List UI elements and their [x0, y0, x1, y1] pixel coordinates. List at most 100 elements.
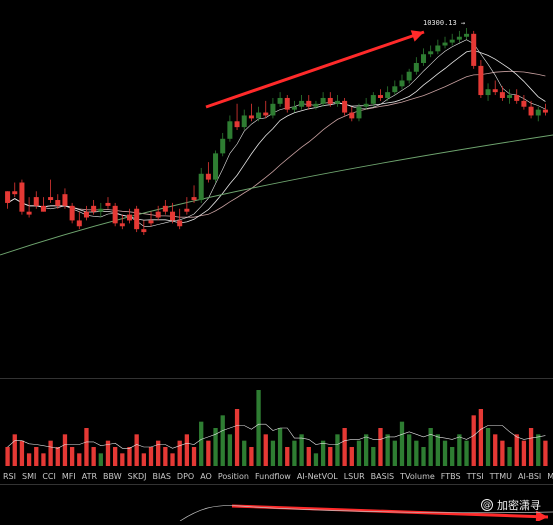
candle-body: [170, 211, 176, 221]
pane-divider-top: [0, 378, 553, 379]
volume-bar: [148, 447, 154, 466]
candle-body: [284, 97, 290, 110]
volume-bar: [471, 415, 476, 466]
ma-line-mid: [7, 49, 546, 224]
volume-ma-line: [7, 423, 546, 449]
tab-dpo[interactable]: DPO: [176, 472, 195, 481]
candle-body: [98, 208, 104, 212]
volume-bar: [55, 447, 60, 466]
tab-lsur[interactable]: LSUR: [343, 472, 365, 481]
candle-body: [126, 214, 133, 221]
tab-basis[interactable]: BASIS: [370, 472, 395, 481]
candle-body: [91, 205, 97, 212]
volume-bar: [457, 434, 462, 466]
volume-bar: [127, 447, 132, 466]
candle-body: [248, 115, 254, 119]
candle-body: [435, 45, 441, 52]
volume-bar: [184, 434, 190, 466]
ma-line-slow: [7, 70, 546, 218]
tab-mlr[interactable]: MLR: [547, 472, 553, 481]
volume-bar: [414, 440, 419, 466]
candle-body: [392, 86, 398, 93]
tab-smi[interactable]: SMI: [22, 472, 37, 481]
volume-bar: [528, 428, 534, 466]
tab-ttsi[interactable]: TTSI: [466, 472, 484, 481]
tab-mfi[interactable]: MFI: [61, 472, 76, 481]
volume-bar: [220, 415, 225, 466]
tab-ai-bsi[interactable]: AI-BSI: [518, 472, 542, 481]
candle-body: [69, 205, 75, 221]
volume-bar: [421, 447, 426, 466]
ma-line-fast: [7, 39, 546, 227]
volume-bar: [191, 447, 197, 466]
candle-body: [528, 106, 534, 116]
candle-body: [119, 223, 125, 227]
volume-bar: [277, 428, 283, 466]
candle-body: [205, 173, 211, 180]
tab-ttmu[interactable]: TTMU: [489, 472, 513, 481]
candle-body: [499, 92, 505, 98]
candle-body: [485, 89, 491, 96]
volume-bar: [26, 453, 32, 466]
candle-body: [134, 208, 140, 230]
tab-ao[interactable]: AO: [200, 472, 212, 481]
tab-atr[interactable]: ATR: [81, 472, 98, 481]
volume-bar: [299, 434, 304, 466]
tab-fundflow[interactable]: Fundflow: [254, 472, 291, 481]
candle-body: [277, 97, 283, 104]
volume-bar: [41, 453, 46, 466]
volume-bar: [170, 453, 175, 466]
volume-bar: [256, 390, 261, 466]
candle-body: [399, 80, 405, 87]
candle-body: [478, 65, 484, 96]
candle-body: [334, 100, 340, 104]
volume-bar: [91, 447, 96, 466]
tab-bias[interactable]: BIAS: [152, 472, 171, 481]
volume-bar: [507, 447, 512, 466]
tab-bbw[interactable]: BBW: [103, 472, 122, 481]
candle-body: [299, 100, 305, 107]
candle-body: [464, 33, 470, 37]
volume-bar: [12, 434, 17, 466]
candle-body: [363, 103, 369, 107]
candle-body: [198, 173, 204, 201]
tab-position[interactable]: Position: [217, 472, 249, 481]
volume-bar: [34, 447, 39, 466]
volume-bar: [62, 434, 68, 466]
volume-bar: [120, 453, 125, 466]
candle-body: [220, 138, 226, 154]
tab-cci[interactable]: CCI: [42, 472, 56, 481]
trend-arrow-lower-head: [535, 510, 548, 523]
volume-bar: [141, 453, 146, 466]
candle-body: [256, 112, 262, 119]
candle-body: [162, 205, 168, 212]
indicator-tab-bar: RSI SMI CCI MFI ATR BBW SKDJ BIAS DPO AO Position F…: [0, 470, 553, 484]
volume-bar: [227, 434, 233, 466]
candle-body: [148, 220, 154, 224]
volume-bar: [306, 447, 311, 466]
candle-body: [385, 92, 391, 98]
volume-bar: [263, 434, 268, 466]
trend-arrow-upper: [205, 30, 425, 109]
candle-body: [191, 197, 197, 201]
tab-tvolume[interactable]: TVolume: [400, 472, 435, 481]
candle-body: [370, 95, 376, 104]
tab-ftbs[interactable]: FTBS: [440, 472, 461, 481]
candle-body: [327, 97, 333, 104]
candle-body: [291, 106, 297, 110]
volume-bar: [464, 440, 469, 466]
candle-body: [62, 194, 68, 206]
volume-bar: [19, 440, 25, 466]
tab-ai-netvol[interactable]: AI-NetVOL: [296, 472, 338, 481]
volume-bar: [399, 421, 405, 466]
volume-bar: [485, 428, 491, 466]
volume-bar: [500, 440, 505, 466]
candle-body: [40, 205, 46, 212]
candle-body: [514, 95, 520, 101]
tab-skdj[interactable]: SKDJ: [127, 472, 147, 481]
candle-body: [521, 100, 527, 107]
candle-body: [112, 205, 118, 224]
tab-rsi[interactable]: RSI: [3, 472, 16, 481]
